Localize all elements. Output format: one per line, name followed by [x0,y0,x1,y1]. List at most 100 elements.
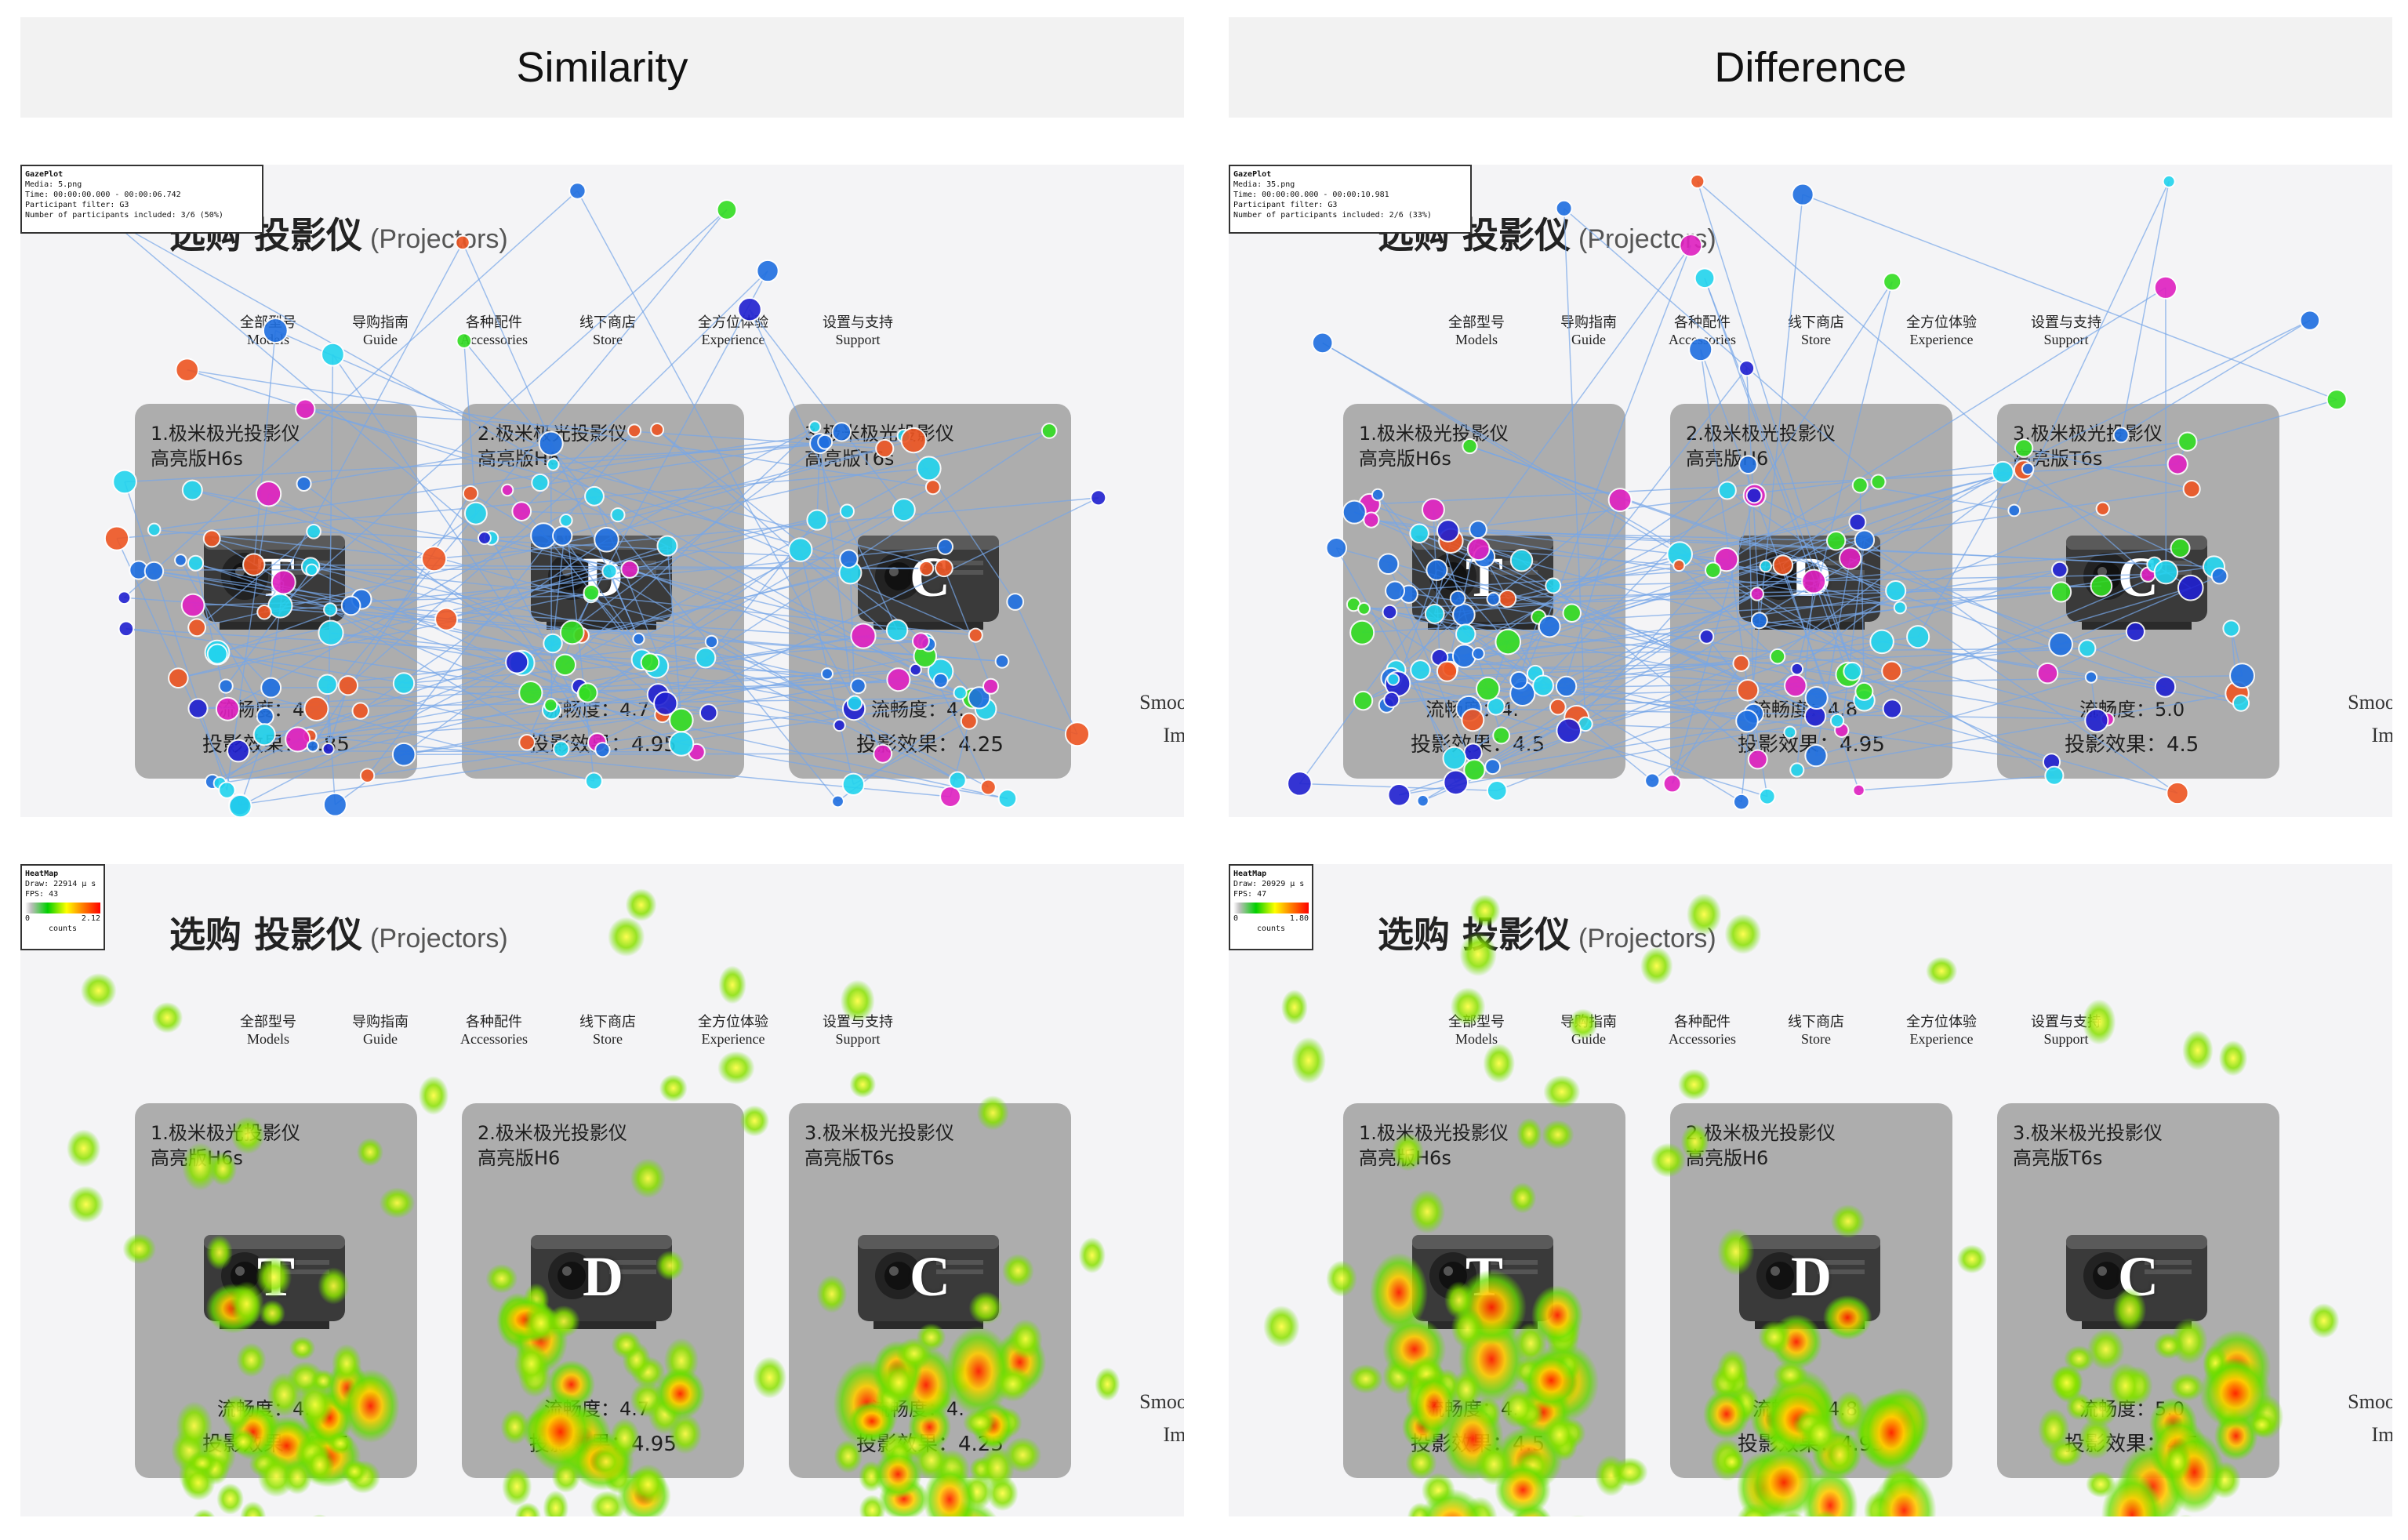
gaze-saccade-line [125,439,914,483]
heatmap-blob [993,1366,1032,1402]
heatmap-blob [1409,1190,1446,1234]
gaze-fixation-dot [1607,488,1633,513]
gaze-fixation-dot [1386,673,1400,686]
gazeplot-info-filter: Participant filter: G3 [1233,201,1338,209]
gaze-fixation-dot [936,538,954,555]
gaze-fixation-dot [979,779,997,796]
gaze-fixation-dot [147,522,162,537]
gaze-saccade-line [1553,574,2148,587]
gaze-fixation-dot [968,627,983,643]
nav-item-experience[interactable]: 全方位体验 Experience [698,1014,768,1047]
gaze-fixation-dot [1371,488,1385,502]
gaze-fixation-dot [1469,520,1487,539]
gaze-fixation-dot [1698,629,1715,645]
gaze-fixation-dot [1852,783,1865,797]
heatmap-blob [228,1429,258,1455]
heatmap-blob [590,1491,626,1516]
heatmap-blob [1822,1295,1872,1341]
gaze-saccade-line [123,190,578,598]
similarity-header: Similarity [20,17,1184,118]
heatmap-blob [151,1001,183,1033]
gaze-fixation-dot [1484,758,1502,775]
heatmap-legend-unit: counts [48,924,78,933]
gaze-fixation-dot [1387,783,1411,807]
gaze-fixation-dot [218,781,236,799]
heatmap-blob [1280,990,1308,1026]
nav-item-experience[interactable]: 全方位体验 Experience [1906,1014,1977,1047]
gazeplot-info-participants: Number of participants included: 2/6 (33… [1233,211,1432,220]
gaze-fixation-dot [994,654,1010,669]
gaze-fixation-dot [1383,691,1400,708]
gaze-saccade-line [154,431,842,531]
gaze-fixation-dot [1455,623,1476,645]
gaze-fixation-dot [2153,559,2179,585]
gaze-saccade-line [216,652,603,751]
heatmap-blob [608,917,645,957]
nav-item-experience[interactable]: 全方位体验 Experience [1906,314,1977,347]
gaze-saccade-line [1777,469,2025,657]
gaze-fixation-overlay [1287,173,2348,811]
product-letter: D [583,1245,623,1308]
gaze-fixation-dot [143,561,165,582]
gaze-saccade-line [491,537,926,642]
gaze-fixation-dot [1801,568,1827,594]
gaze-fixation-dot [1688,337,1713,362]
nav-item-store[interactable]: 线下商店 Store [1788,1014,1844,1047]
gaze-fixation-dot [653,691,678,716]
heatmap-blob [834,1439,863,1473]
gaze-fixation-dot [968,686,991,710]
gaze-fixation-dot [1342,499,1367,525]
gaze-saccade-line [305,408,885,449]
gaze-fixation-dot [531,473,550,492]
gaze-fixation-dot [1462,438,1478,455]
gaze-fixation-dot [1311,332,1334,354]
gaze-saccade-line [1796,692,2238,771]
nav-item-store[interactable]: 线下商店 Store [579,1014,636,1047]
gaze-fixation-dot [2177,431,2198,452]
gaze-saccade-line [1433,510,1440,658]
gaze-fixation-dot [175,358,199,382]
gaze-saccade-line [187,369,933,488]
nav-item-store[interactable]: 线下商店 Store [579,314,636,347]
gaze-fixation-dot [2229,663,2256,689]
heatmap-blob [1830,1204,1865,1239]
heatmap-legend-title: HeatMap [1233,870,1267,878]
gaze-fixation-dot [577,682,598,703]
heatmap-blob [1001,1253,1034,1288]
gaze-saccade-line [521,270,768,512]
heatmap-blob [1509,1182,1537,1214]
heatmap-blob [2082,1396,2117,1427]
gaze-fixation-dot [1556,717,1582,744]
gaze-saccade-line [1815,676,2092,757]
heatmap-blob [968,1291,1003,1325]
heatmap-blob [67,1186,105,1223]
gaze-fixation-dot [305,563,318,577]
heatmap-blob [1926,957,1958,986]
heatmap-blob [1542,1120,1574,1150]
gaze-fixation-dot [1759,559,1773,573]
gaze-fixation-dot [695,647,717,669]
gaze-saccade-line [154,570,859,687]
gaze-saccade-line [1700,349,1843,731]
gaze-fixation-dot [918,560,935,576]
heatmap-blob [848,1400,896,1442]
gaze-saccade-line [297,629,898,740]
gaze-saccade-line [1850,558,2242,704]
gaze-saccade-line [108,218,485,539]
heatmap-blob [2078,1418,2113,1459]
heatmap-blob [2163,1442,2192,1480]
gaze-fixation-dot [2166,781,2189,805]
nav-item-store[interactable]: 线下商店 Store [1788,314,1844,347]
gaze-saccade-line [1377,494,1466,635]
